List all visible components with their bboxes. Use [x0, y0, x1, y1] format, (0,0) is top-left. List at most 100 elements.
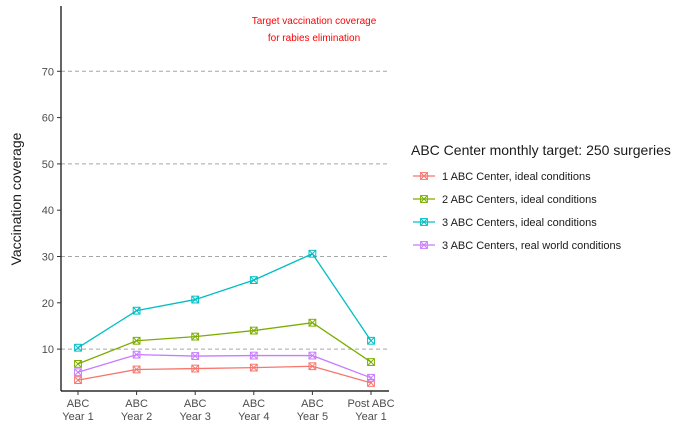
data-point: [191, 295, 200, 304]
marker-cross-b: [74, 343, 82, 352]
series-line: [77, 354, 372, 379]
x-tick-label: ABC Year 3: [179, 398, 210, 423]
data-point: [74, 343, 82, 352]
legend-key-marker: [420, 241, 428, 249]
marker-box: [132, 336, 141, 345]
data-point: [249, 363, 258, 372]
marker-box: [249, 363, 258, 372]
series-3: [74, 249, 375, 352]
data-point: [308, 318, 317, 327]
y-tick-label: 30: [42, 252, 54, 264]
annotation-line-2: for rabies elimination: [268, 33, 360, 44]
series-line: [77, 252, 372, 349]
marker-box: [367, 358, 375, 366]
marker-box: [191, 364, 200, 373]
series-line: [77, 365, 372, 384]
y-tick-label: 40: [42, 205, 54, 217]
marker-cross-b: [420, 172, 428, 180]
marker-box: [191, 295, 200, 304]
x-tick-label: ABC Year 4: [238, 398, 269, 423]
series-4: [74, 350, 375, 382]
y-axis-title: Vaccination coverage: [8, 132, 24, 265]
y-tick-label: 60: [42, 113, 54, 125]
legend-key-marker: [420, 172, 428, 180]
legend-title: ABC Center monthly target: 250 surgeries: [411, 142, 671, 158]
marker-cross-b: [132, 306, 141, 315]
data-point: [249, 276, 258, 285]
marker-box: [249, 351, 258, 360]
legend-item-4: 3 ABC Centers, real world conditions: [413, 240, 622, 252]
x-axis-ticks: ABC Year 1 ABC Year 2 ABC Year 3 ABC Year 4 ABC Y…: [62, 391, 395, 423]
marker-cross-b: [191, 364, 199, 373]
marker-box: [420, 241, 428, 249]
data-point: [74, 376, 82, 385]
marker-box: [367, 373, 375, 382]
series-line: [77, 322, 372, 365]
marker-cross-b: [74, 368, 82, 377]
legend-item-2: 2 ABC Centers, ideal conditions: [413, 194, 597, 206]
data-point: [308, 362, 317, 371]
y-tick-label: 20: [42, 298, 54, 310]
data-point: [249, 326, 258, 335]
marker-cross-b: [308, 249, 317, 258]
marker-box: [420, 172, 428, 180]
grid-lines: [61, 70, 389, 350]
marker-cross-b: [132, 365, 141, 374]
marker-cross-b: [420, 218, 428, 226]
marker-cross-b: [420, 195, 428, 203]
marker-box: [249, 276, 258, 285]
marker-box: [308, 249, 317, 258]
data-point: [132, 350, 141, 359]
marker-cross-b: [191, 295, 199, 304]
marker-cross-b: [132, 337, 141, 345]
marker-box: [191, 352, 200, 360]
x-tick-label: ABC Year 1: [62, 398, 93, 423]
marker-box: [191, 332, 200, 341]
marker-box: [308, 351, 317, 360]
marker-cross-b: [250, 351, 258, 360]
y-axis-ticks: 10 20 30 40 50 60 70: [42, 66, 61, 356]
legend-items: 1 ABC Center, ideal conditions 2 ABC Cent…: [413, 171, 622, 252]
data-point: [132, 365, 141, 374]
marker-cross-b: [367, 337, 375, 345]
marker-box: [367, 336, 375, 345]
marker-cross-b: [367, 374, 375, 382]
legend-key-marker: [420, 218, 428, 226]
legend-item-3: 3 ABC Centers, ideal conditions: [413, 217, 597, 229]
marker-cross-b: [250, 326, 258, 335]
x-tick-label: ABC Year 5: [297, 398, 328, 423]
data-point: [74, 360, 82, 368]
data-point: [191, 352, 200, 360]
marker-cross-b: [308, 351, 317, 360]
legend-item-1: 1 ABC Center, ideal conditions: [413, 171, 591, 183]
x-tick-label: ABC Year 2: [121, 398, 152, 423]
legend: ABC Center monthly target: 250 surgeries…: [411, 142, 671, 252]
marker-cross-b: [367, 358, 375, 366]
marker-box: [367, 378, 375, 387]
marker-box: [308, 318, 317, 327]
marker-box: [308, 362, 317, 371]
marker-box: [132, 350, 141, 359]
legend-label: 2 ABC Centers, ideal conditions: [442, 194, 597, 206]
marker-box: [74, 360, 82, 368]
data-point: [191, 332, 200, 341]
legend-label: 3 ABC Centers, ideal conditions: [442, 217, 597, 229]
series-1: [74, 362, 375, 387]
marker-cross-b: [74, 360, 82, 368]
data-point: [308, 249, 317, 258]
x-tick-label: Post ABC Year 1: [347, 398, 394, 423]
marker-box: [74, 368, 82, 377]
data-point: [367, 373, 375, 382]
data-point: [74, 368, 82, 377]
data-point: [132, 336, 141, 345]
marker-cross-b: [191, 352, 199, 360]
marker-cross-b: [250, 276, 258, 284]
marker-box: [132, 365, 141, 374]
series-layer: [74, 249, 375, 387]
marker-cross-b: [250, 363, 258, 372]
data-point: [249, 351, 258, 360]
data-point: [308, 351, 317, 360]
marker-box: [132, 306, 141, 315]
marker-cross-b: [308, 318, 317, 327]
